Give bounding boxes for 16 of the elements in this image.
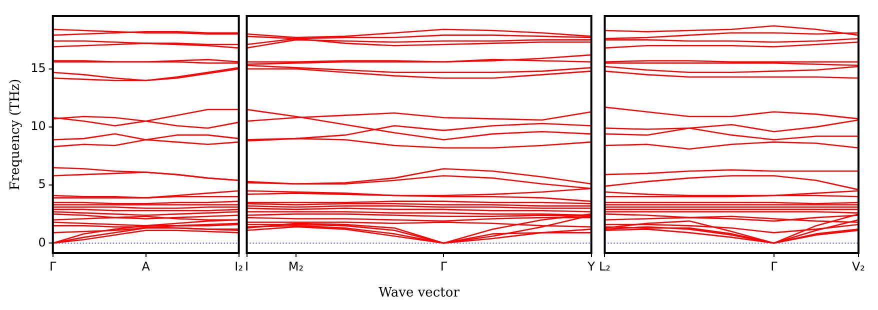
y-axis-title: Frequency (THz) [8, 78, 24, 190]
x-tick-label: M₂ [288, 259, 304, 274]
x-axis-title: Wave vector [378, 286, 460, 301]
x-tick-label: Γ [50, 259, 57, 274]
x-tick-label: V₂ [852, 259, 866, 274]
x-tick-label: Γ [770, 259, 778, 274]
y-tick-label: 10 [30, 119, 46, 134]
x-tick-label: I [244, 259, 249, 274]
x-tick-label: L₂ [599, 259, 611, 274]
x-tick-label: I₂ [234, 259, 244, 274]
x-tick-label: A [142, 259, 151, 274]
y-tick-label: 15 [30, 60, 46, 75]
x-tick-label: Y [586, 259, 596, 274]
y-tick-label: 5 [38, 177, 46, 192]
y-tick-label: 0 [38, 235, 46, 250]
x-tick-label: Γ [440, 259, 448, 274]
